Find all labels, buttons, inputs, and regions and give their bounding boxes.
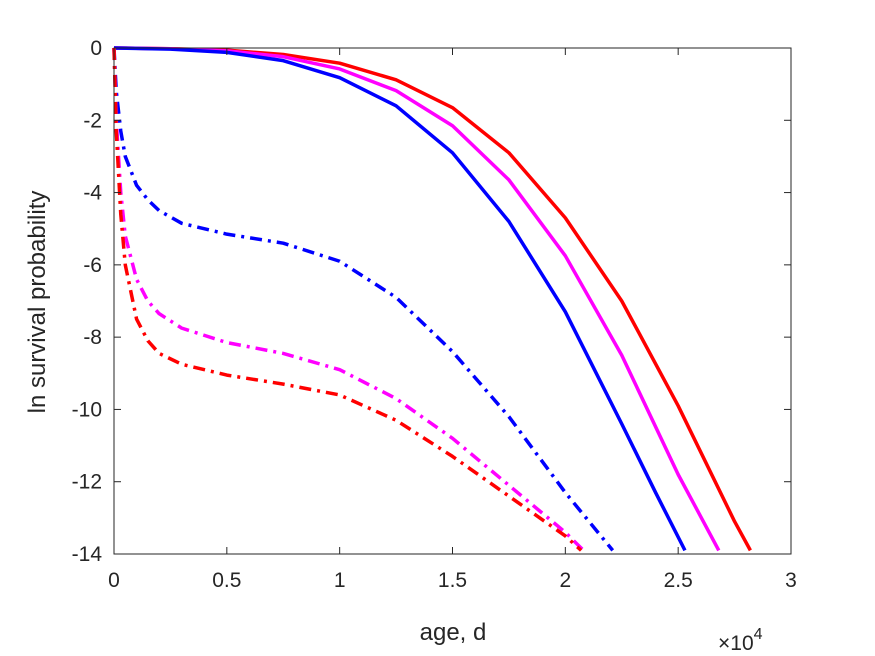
x-axis-label: age, d xyxy=(420,619,487,646)
y-tick-label: -12 xyxy=(72,471,102,494)
x-tick-label: 3 xyxy=(785,569,797,592)
plot-area xyxy=(114,48,791,554)
series-line-6 xyxy=(112,47,583,552)
x-axis-exponent: ×104 xyxy=(718,626,763,655)
x-tick-label: 0 xyxy=(108,569,120,592)
y-tick-label: -10 xyxy=(72,398,102,421)
y-axis-label: ln survival probability xyxy=(24,191,51,414)
x-tick-label: 2.5 xyxy=(664,569,693,592)
plot-background xyxy=(114,48,791,554)
y-tick-label: -2 xyxy=(83,109,102,132)
x-tick-label: 0.5 xyxy=(212,569,241,592)
y-tick-label: -6 xyxy=(83,254,102,277)
y-tick-label: 0 xyxy=(90,37,102,60)
y-tick-label: -8 xyxy=(83,326,102,349)
x-tick-label: 1.5 xyxy=(438,569,467,592)
series-line-3 xyxy=(113,46,687,552)
y-tick-label: -14 xyxy=(72,543,103,566)
series-line-4 xyxy=(112,47,615,552)
x-tick-label: 2 xyxy=(559,569,571,592)
series-line-5 xyxy=(112,47,585,552)
x-tick-label: 1 xyxy=(334,569,346,592)
y-tick-label: -4 xyxy=(83,182,102,205)
axes-layer: 0 0.5 1 1.5 2 2.5 3 0 -2 -4 -6 -8 -10 -12 -14 xyxy=(72,37,797,592)
